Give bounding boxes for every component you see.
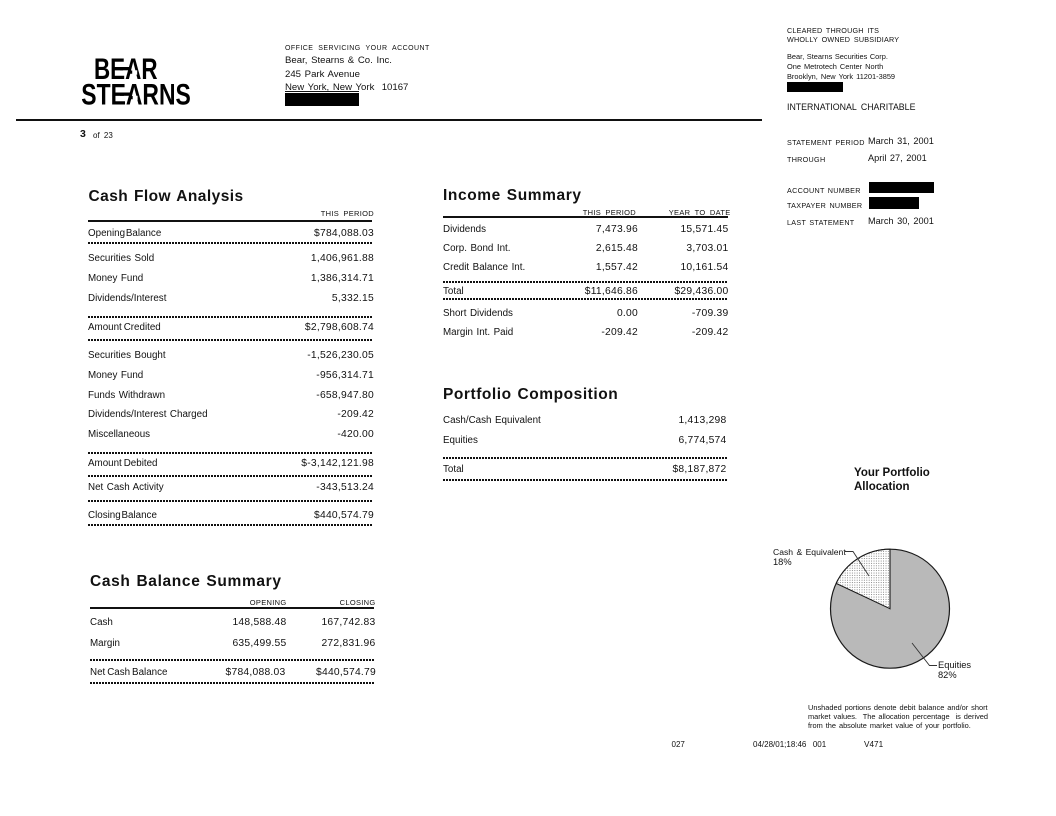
svg-text:STEARNS: STEARNS — [81, 79, 191, 108]
